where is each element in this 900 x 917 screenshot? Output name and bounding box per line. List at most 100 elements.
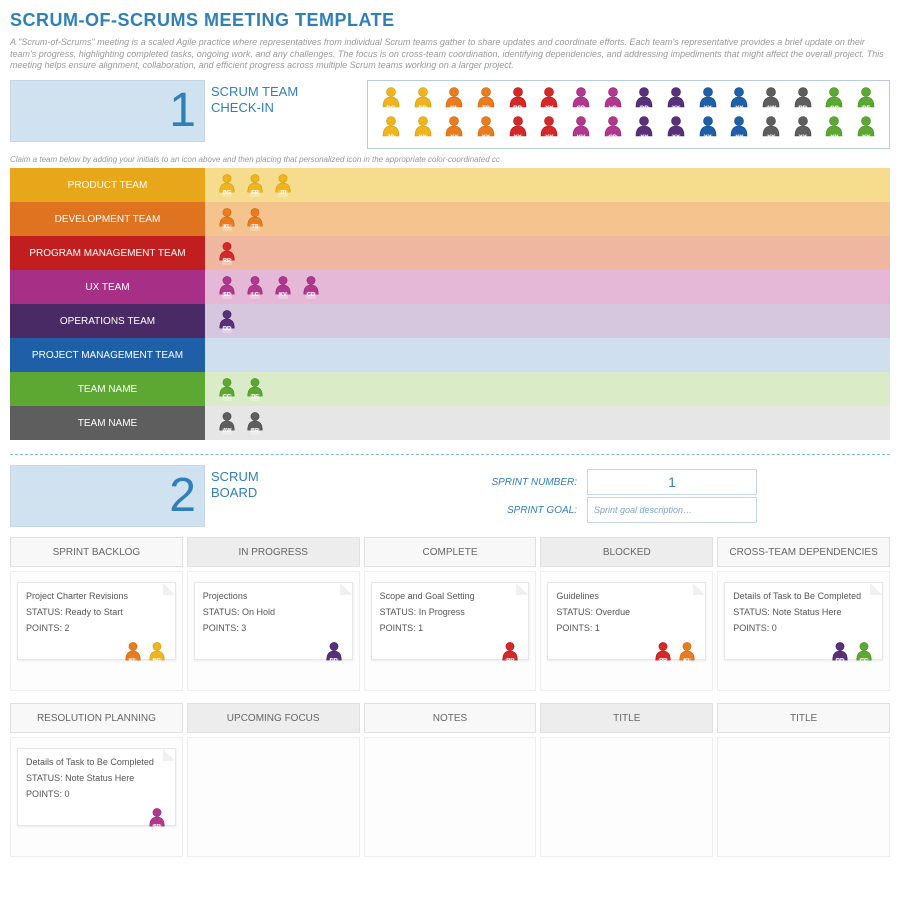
pawn-icon[interactable]: CD xyxy=(599,115,627,143)
pawn-icon[interactable]: KV xyxy=(271,275,295,299)
pawn-icon[interactable]: AW xyxy=(215,411,239,435)
pawn-icon[interactable]: SD xyxy=(145,807,169,831)
pawn-icon[interactable]: SD xyxy=(215,275,239,299)
pawn-icon[interactable]: FR xyxy=(409,86,437,114)
pawn-icon[interactable]: DD xyxy=(322,641,346,665)
pawn-icon[interactable]: CC xyxy=(820,86,848,114)
task-card[interactable]: Projections STATUS: On Hold POINTS: 3 DD xyxy=(194,582,353,660)
pawn-icon[interactable]: KV xyxy=(567,115,595,143)
pawn-icon[interactable]: LC xyxy=(243,275,267,299)
column-body[interactable]: Details of Task to Be Completed STATUS: … xyxy=(10,737,183,857)
pawn-icon[interactable]: XX xyxy=(662,115,690,143)
card-points: POINTS: 1 xyxy=(556,623,697,633)
column-body[interactable] xyxy=(540,737,713,857)
column-header: UPCOMING FOCUS xyxy=(187,703,360,733)
pawn-icon[interactable]: AW xyxy=(757,86,785,114)
pawn-icon[interactable]: LC xyxy=(599,86,627,114)
pawn-icon[interactable]: SD xyxy=(567,86,595,114)
scrum-board-2: RESOLUTION PLANNINGUPCOMING FOCUSNOTESTI… xyxy=(10,703,890,857)
card-title: Scope and Goal Setting xyxy=(380,591,521,601)
team-area[interactable]: KL TS xyxy=(205,202,890,236)
card-points: POINTS: 0 xyxy=(26,789,167,799)
pawn-icon[interactable]: RR xyxy=(504,86,532,114)
team-area[interactable]: CC DF xyxy=(205,372,890,406)
column-header: TITLE xyxy=(717,703,890,733)
pawn-icon[interactable]: XX xyxy=(535,86,563,114)
pawn-icon[interactable]: JD xyxy=(271,173,295,197)
team-area[interactable]: RR xyxy=(205,236,890,270)
pawn-icon[interactable]: XX xyxy=(694,115,722,143)
pawn-icon[interactable]: KL xyxy=(121,641,145,665)
pawn-icon[interactable]: XX xyxy=(440,115,468,143)
pawn-icon[interactable]: XX xyxy=(725,115,753,143)
column-header: RESOLUTION PLANNING xyxy=(10,703,183,733)
team-label: OPERATIONS TEAM xyxy=(10,304,205,338)
team-area[interactable]: AW BR xyxy=(205,406,890,440)
card-status: STATUS: Ready to Start xyxy=(26,607,167,617)
column-body[interactable] xyxy=(364,737,537,857)
pawn-icon[interactable]: RR xyxy=(215,241,239,265)
pawn-icon[interactable]: DF xyxy=(852,86,880,114)
pawn-icon[interactable]: RR xyxy=(651,641,675,665)
pawn-icon[interactable]: XX xyxy=(757,115,785,143)
sprint-goal-value[interactable]: Sprint goal description… xyxy=(587,497,757,523)
section-2-label: SCRUM BOARD xyxy=(211,465,311,527)
pawn-icon[interactable]: FR xyxy=(243,173,267,197)
column-body[interactable]: Project Charter Revisions STATUS: Ready … xyxy=(10,571,183,691)
pawn-icon[interactable]: CC xyxy=(852,641,876,665)
pawn-icon[interactable]: XX xyxy=(852,115,880,143)
pawn-icon[interactable]: KL xyxy=(215,207,239,231)
pawn-icon[interactable]: XX xyxy=(725,86,753,114)
column-body[interactable] xyxy=(187,737,360,857)
task-card[interactable]: Details of Task to Be Completed STATUS: … xyxy=(724,582,883,660)
section-2-line1: SCRUM xyxy=(211,469,311,485)
column-body[interactable]: Details of Task to Be Completed STATUS: … xyxy=(717,571,890,691)
column-body[interactable]: Scope and Goal Setting STATUS: In Progre… xyxy=(364,571,537,691)
section-1-header: 1 SCRUM TEAM CHECK-IN BG FR KL TS xyxy=(10,80,890,149)
pawn-icon[interactable]: DD xyxy=(828,641,852,665)
pawn-icon[interactable]: CC xyxy=(215,377,239,401)
column-body[interactable] xyxy=(717,737,890,857)
pawn-icon[interactable]: CD xyxy=(299,275,323,299)
team-area[interactable]: BG FR JD xyxy=(205,168,890,202)
column-body[interactable]: Guidelines STATUS: Overdue POINTS: 1 RR … xyxy=(540,571,713,691)
pawn-icon[interactable]: BR xyxy=(243,411,267,435)
pawn-icon[interactable]: DF xyxy=(243,377,267,401)
pawn-icon[interactable]: DD xyxy=(215,309,239,333)
task-card[interactable]: Guidelines STATUS: Overdue POINTS: 1 RR … xyxy=(547,582,706,660)
task-card[interactable]: Details of Task to Be Completed STATUS: … xyxy=(17,748,176,826)
pawn-icon[interactable]: XX xyxy=(694,86,722,114)
pawn-icon[interactable]: XX xyxy=(409,115,437,143)
task-card[interactable]: Scope and Goal Setting STATUS: In Progre… xyxy=(371,582,530,660)
task-card[interactable]: Project Charter Revisions STATUS: Ready … xyxy=(17,582,176,660)
team-label: UX TEAM xyxy=(10,270,205,304)
team-label: TEAM NAME xyxy=(10,372,205,406)
pawn-icon[interactable]: DD xyxy=(630,86,658,114)
pawn-icon[interactable]: JD xyxy=(377,115,405,143)
pawn-icon[interactable]: XX xyxy=(662,86,690,114)
pawn-icon[interactable]: TS xyxy=(243,207,267,231)
pawn-icon[interactable]: XX xyxy=(820,115,848,143)
pawn-icon[interactable]: KL xyxy=(440,86,468,114)
pawn-icon[interactable]: BG xyxy=(145,641,169,665)
team-area[interactable]: DD xyxy=(205,304,890,338)
pawn-icon[interactable]: XX xyxy=(535,115,563,143)
card-title: Details of Task to Be Completed xyxy=(733,591,874,601)
pawn-icon[interactable]: BG xyxy=(215,173,239,197)
team-row: PRODUCT TEAM BG FR JD xyxy=(10,168,890,202)
team-area[interactable] xyxy=(205,338,890,372)
pawn-icon[interactable]: BR xyxy=(789,86,817,114)
pawn-icon[interactable]: XX xyxy=(472,115,500,143)
card-status: STATUS: On Hold xyxy=(203,607,344,617)
sprint-number-value[interactable]: 1 xyxy=(587,469,757,495)
pawn-icon[interactable]: BG xyxy=(377,86,405,114)
pawn-icon[interactable]: RR xyxy=(498,641,522,665)
team-area[interactable]: SD LC KV CD xyxy=(205,270,890,304)
column-body[interactable]: Projections STATUS: On Hold POINTS: 3 DD xyxy=(187,571,360,691)
pawn-icon[interactable]: XX xyxy=(630,115,658,143)
pawn-icon[interactable]: XX xyxy=(504,115,532,143)
pawn-icon[interactable]: XX xyxy=(789,115,817,143)
sprint-meta: SPRINT NUMBER: 1 SPRINT GOAL: Sprint goa… xyxy=(317,465,890,527)
pawn-icon[interactable]: KL xyxy=(675,641,699,665)
pawn-icon[interactable]: TS xyxy=(472,86,500,114)
